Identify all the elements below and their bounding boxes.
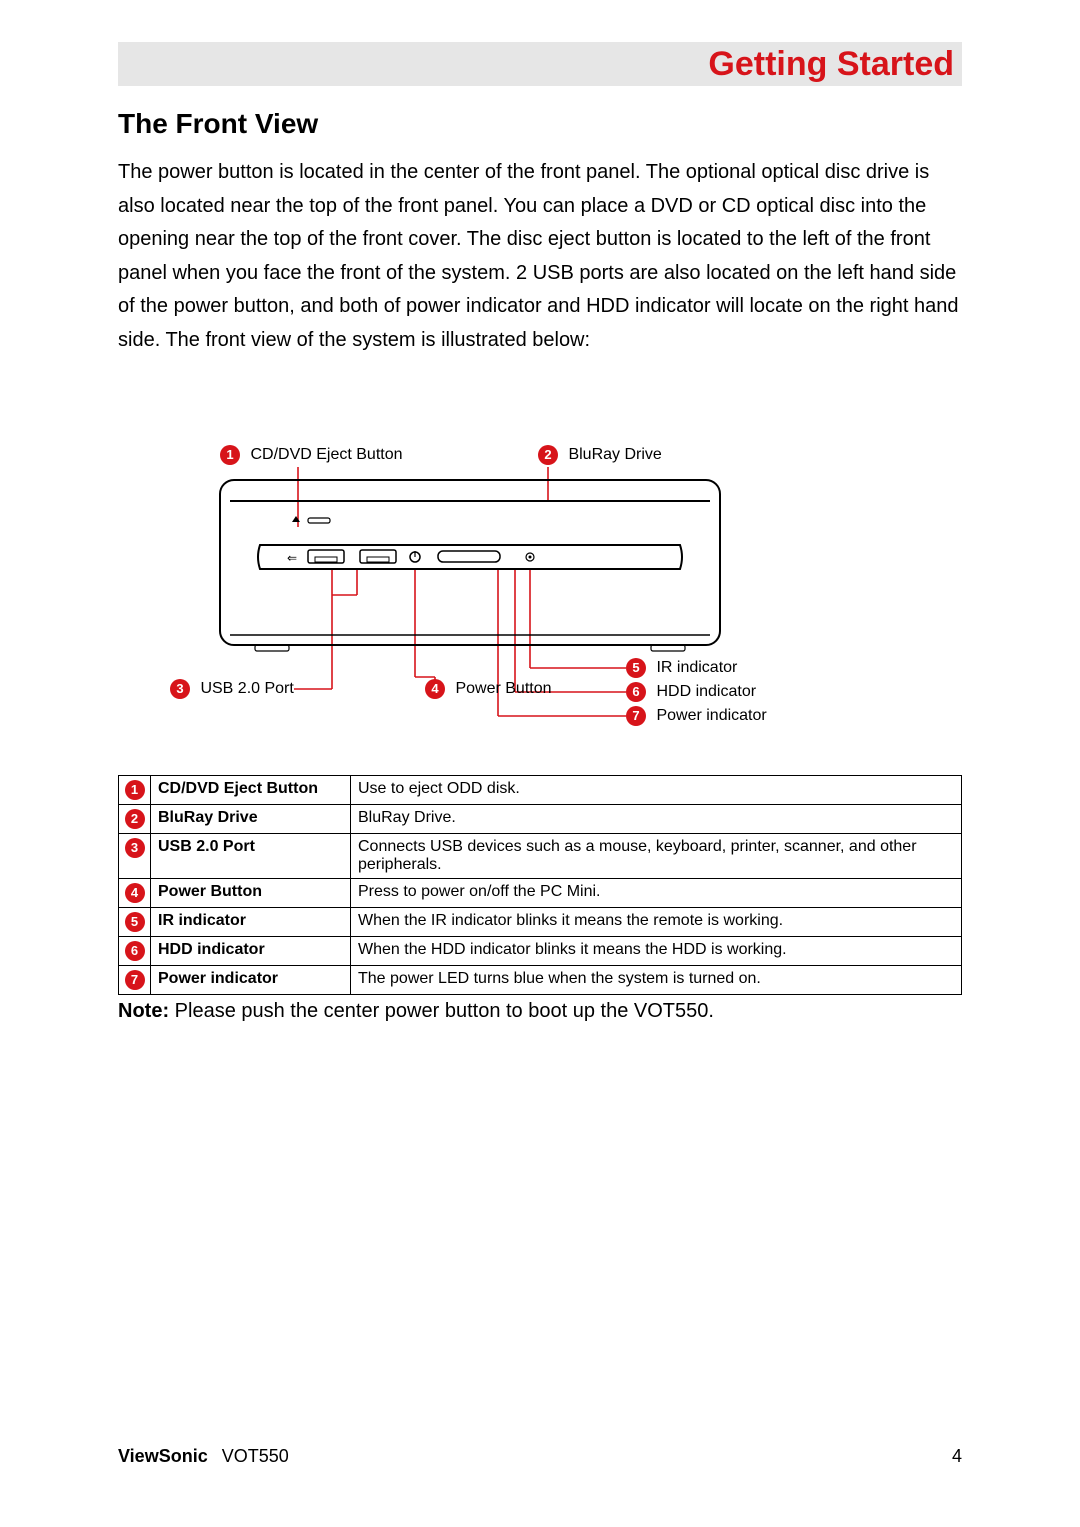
row-name: Power indicator (151, 966, 351, 995)
parts-table-wrap: 1 CD/DVD Eject Button Use to eject ODD d… (118, 775, 962, 995)
callout-4-text: Power Button (455, 680, 551, 697)
badge-7: 7 (626, 706, 646, 726)
callout-6: 6 HDD indicator (626, 682, 756, 702)
row-name: USB 2.0 Port (151, 834, 351, 879)
row-desc: Use to eject ODD disk. (351, 776, 962, 805)
note-text: Please push the center power button to b… (169, 1000, 714, 1022)
row-name: Power Button (151, 879, 351, 908)
badge-4: 4 (425, 679, 445, 699)
row-desc: BluRay Drive. (351, 805, 962, 834)
note-paragraph: Note: Please push the center power butto… (118, 1000, 962, 1023)
footer-model: VOT550 (222, 1446, 289, 1466)
badge-3: 3 (170, 679, 190, 699)
footer-brand: ViewSonic (118, 1446, 208, 1466)
row-badge: 5 (125, 912, 145, 932)
row-badge: 6 (125, 941, 145, 961)
row-badge: 1 (125, 780, 145, 800)
badge-1: 1 (220, 445, 240, 465)
table-row: 6 HDD indicator When the HDD indicator b… (119, 937, 962, 966)
header-band: Getting Started (118, 42, 962, 86)
badge-2: 2 (538, 445, 558, 465)
footer-left: ViewSonic VOT550 (118, 1446, 289, 1467)
row-desc: When the IR indicator blinks it means th… (351, 908, 962, 937)
row-name: HDD indicator (151, 937, 351, 966)
table-row: 2 BluRay Drive BluRay Drive. (119, 805, 962, 834)
row-badge: 2 (125, 809, 145, 829)
row-name: BluRay Drive (151, 805, 351, 834)
footer: ViewSonic VOT550 4 (118, 1446, 962, 1467)
row-badge: 4 (125, 883, 145, 903)
section-heading: The Front View (118, 108, 318, 140)
callout-7: 7 Power indicator (626, 706, 767, 726)
callout-5: 5 IR indicator (626, 658, 737, 678)
row-desc: The power LED turns blue when the system… (351, 966, 962, 995)
table-row: 1 CD/DVD Eject Button Use to eject ODD d… (119, 776, 962, 805)
callout-3: 3 USB 2.0 Port (170, 679, 294, 699)
front-view-diagram: 1 CD/DVD Eject Button 2 BluRay Drive 3 U… (160, 445, 920, 765)
footer-page: 4 (952, 1446, 962, 1467)
note-label: Note: (118, 1000, 169, 1022)
callout-1: 1 CD/DVD Eject Button (220, 445, 403, 465)
table-row: 5 IR indicator When the IR indicator bli… (119, 908, 962, 937)
callout-5-text: IR indicator (656, 659, 737, 676)
callout-2: 2 BluRay Drive (538, 445, 662, 465)
row-name: IR indicator (151, 908, 351, 937)
callout-1-text: CD/DVD Eject Button (250, 446, 402, 463)
svg-text:⇐: ⇐ (287, 551, 297, 565)
table-row: 3 USB 2.0 Port Connects USB devices such… (119, 834, 962, 879)
badge-5: 5 (626, 658, 646, 678)
callout-4: 4 Power Button (425, 679, 552, 699)
table-row: 4 Power Button Press to power on/off the… (119, 879, 962, 908)
row-desc: When the HDD indicator blinks it means t… (351, 937, 962, 966)
callout-3-text: USB 2.0 Port (200, 680, 293, 697)
diagram-svg: ⇐ (160, 445, 920, 765)
row-badge: 7 (125, 970, 145, 990)
callout-2-text: BluRay Drive (568, 446, 661, 463)
row-badge: 3 (125, 838, 145, 858)
callout-7-text: Power indicator (656, 707, 766, 724)
row-name: CD/DVD Eject Button (151, 776, 351, 805)
badge-6: 6 (626, 682, 646, 702)
row-desc: Press to power on/off the PC Mini. (351, 879, 962, 908)
callout-6-text: HDD indicator (656, 683, 756, 700)
parts-table: 1 CD/DVD Eject Button Use to eject ODD d… (118, 775, 962, 995)
table-row: 7 Power indicator The power LED turns bl… (119, 966, 962, 995)
row-desc: Connects USB devices such as a mouse, ke… (351, 834, 962, 879)
header-title: Getting Started (708, 45, 954, 84)
intro-paragraph: The power button is located in the cente… (118, 156, 962, 358)
